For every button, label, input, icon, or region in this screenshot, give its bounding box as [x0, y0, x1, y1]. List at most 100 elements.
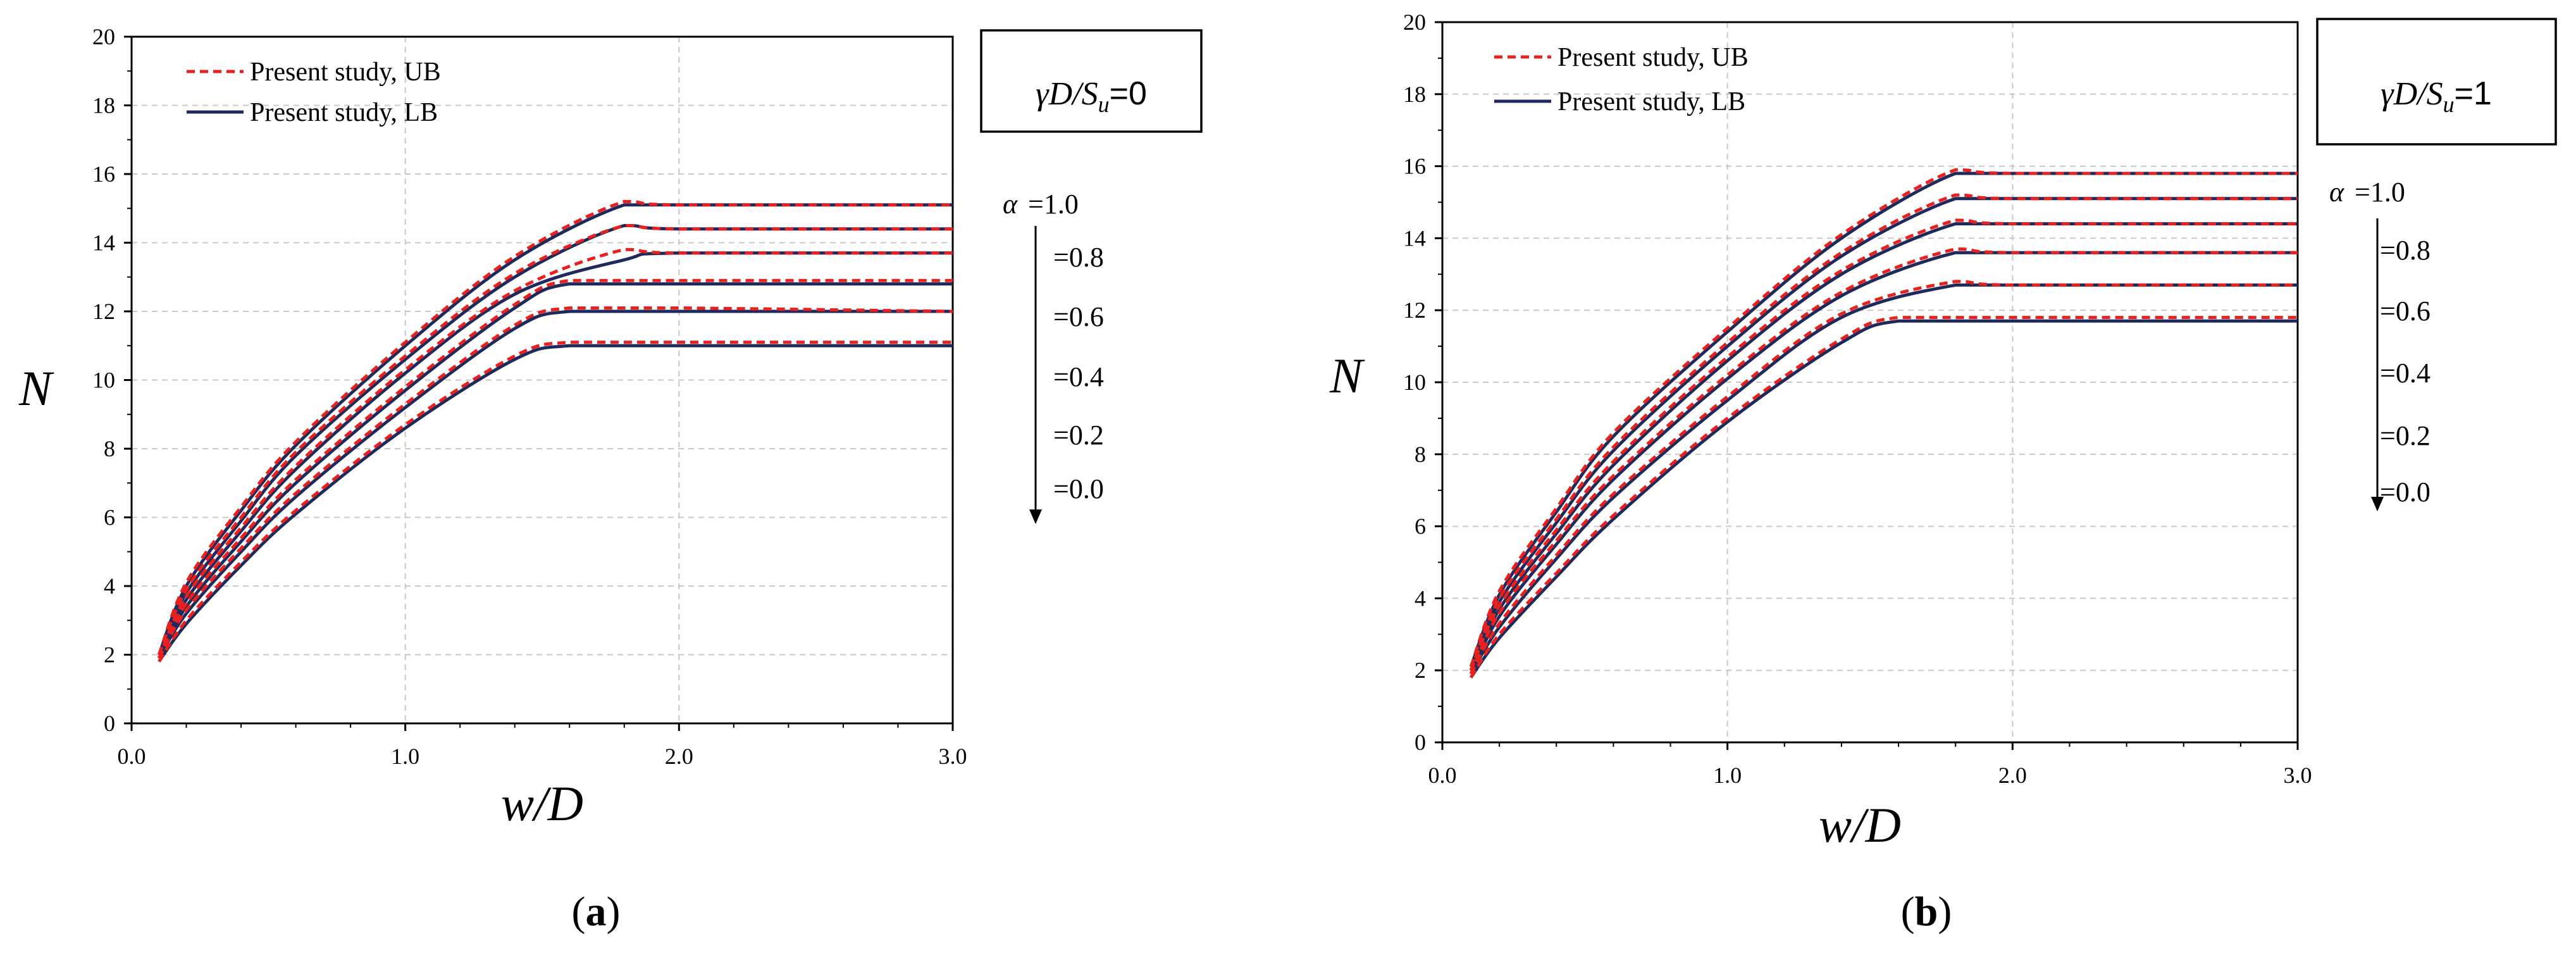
- y-tick-label-b-5: 10: [1403, 370, 1426, 395]
- y-tick-label-a-5: 10: [92, 368, 115, 393]
- series-line-b-2: [1469, 193, 2298, 671]
- series-line-a-2: [157, 223, 953, 656]
- y-tick-label-b-2: 4: [1415, 585, 1426, 611]
- alpha-label-b-3: =0.4: [2380, 358, 2430, 389]
- series-line-a-7: [158, 282, 953, 659]
- y-tick-label-b-8: 16: [1403, 154, 1426, 179]
- series-line-b-5: [1469, 222, 2298, 671]
- series-line-a-8: [158, 306, 953, 659]
- series-line-b-11: [1470, 319, 2298, 679]
- series-line-a-6: [158, 278, 953, 659]
- param-suffix-b: =1: [2455, 75, 2492, 112]
- alpha-label-a-0: =1.0: [1028, 189, 1079, 220]
- alpha-label-b-1: =0.8: [2380, 235, 2430, 266]
- param-sub-a: u: [1098, 92, 1110, 117]
- x-tick-label-a-2: 2.0: [665, 744, 693, 769]
- alpha-label-a-5: =0.0: [1053, 473, 1104, 504]
- param-box-a: [980, 29, 1203, 133]
- y-tick-label-a-7: 14: [92, 230, 115, 256]
- series-line-b-10: [1470, 316, 2298, 678]
- alpha-label-a-1: =0.8: [1053, 242, 1104, 273]
- y-tick-label-b-1: 2: [1415, 658, 1426, 683]
- y-tick-label-b-7: 14: [1403, 225, 1426, 251]
- y-tick-label-b-0: 0: [1415, 730, 1426, 755]
- series-line-b-1: [1469, 172, 2298, 668]
- param-box-b: [2316, 18, 2557, 146]
- x-axis-label-b: w/D: [1819, 797, 1901, 852]
- panel-caption-letter-a: a: [586, 889, 607, 935]
- legend-ub-label-a: Present study, UB: [250, 58, 441, 87]
- y-tick-label-b-6: 12: [1403, 297, 1426, 323]
- x-tick-label-b-1: 1.0: [1713, 763, 1742, 788]
- y-tick-label-a-1: 2: [104, 642, 115, 668]
- series-line-b-6: [1469, 247, 2298, 675]
- series-line-b-4: [1469, 218, 2298, 671]
- alpha-label-a-3: =0.4: [1053, 361, 1104, 392]
- param-prefix-a: γD/S: [1036, 76, 1098, 112]
- panel-a: 0 2 4 6 8 10 12 14 16 18 20 0.0 1.0 2.0 3.0 N w/D Pres…: [18, 24, 1203, 935]
- ticks-a: 0 2 4 6 8 10 12 14 16 18 20 0.0 1.0 2.0 3.0: [92, 24, 967, 769]
- x-axis-label-a: w/D: [501, 776, 583, 831]
- y-tick-label-b-3: 6: [1415, 514, 1426, 539]
- grid-a: [132, 37, 953, 723]
- legend-b: Present study, UB Present study, LB: [1494, 43, 1749, 116]
- panel-caption-letter-b: b: [1915, 889, 1938, 935]
- y-tick-label-a-0: 0: [104, 711, 115, 736]
- alpha-label-b-2: =0.6: [2380, 296, 2430, 327]
- alpha-key-b: α =1.0 =0.8 =0.6 =0.4 =0.2 =0.0: [2329, 177, 2430, 511]
- series-b: [1469, 168, 2298, 679]
- legend-lb-label-a: Present study, LB: [250, 98, 438, 127]
- alpha-key-a: α =1.0 =0.8 =0.6 =0.4 =0.2 =0.0: [1003, 189, 1104, 524]
- alpha-arrow-head-b: [2371, 497, 2384, 511]
- alpha-symbol-b: α: [2329, 177, 2344, 208]
- series-line-a-9: [158, 309, 953, 659]
- x-tick-label-b-2: 2.0: [1998, 763, 2027, 788]
- legend-ub-label-b: Present study, UB: [1557, 43, 1749, 72]
- param-suffix-a: =0: [1110, 75, 1147, 112]
- series-line-a-11: [158, 344, 953, 663]
- panel-caption-b: (b): [1901, 889, 1952, 935]
- y-tick-label-a-6: 12: [92, 299, 115, 324]
- y-tick-label-a-2: 4: [104, 573, 115, 599]
- param-label-a: γD/Su=0: [1036, 75, 1147, 117]
- y-tick-label-b-4: 8: [1415, 442, 1426, 467]
- alpha-label-b-5: =0.0: [2380, 477, 2430, 508]
- x-tick-label-a-0: 0.0: [118, 744, 146, 769]
- y-axis-label-a: N: [18, 361, 54, 416]
- series-line-b-8: [1469, 280, 2298, 675]
- legend-lb-label-b: Present study, LB: [1557, 87, 1745, 116]
- grid-b: [1442, 22, 2298, 742]
- alpha-label-b-4: =0.2: [2380, 420, 2430, 451]
- x-tick-label-a-1: 1.0: [391, 744, 419, 769]
- alpha-label-a-2: =0.6: [1053, 301, 1104, 332]
- legend-a: Present study, UB Present study, LB: [187, 58, 441, 127]
- x-tick-label-b-0: 0.0: [1428, 763, 1457, 788]
- x-tick-label-b-3: 3.0: [2284, 763, 2312, 788]
- series-line-b-0: [1469, 168, 2298, 668]
- series-line-a-10: [158, 340, 953, 663]
- y-tick-label-a-3: 6: [104, 505, 115, 530]
- y-tick-label-a-9: 18: [92, 93, 115, 118]
- x-tick-label-a-3: 3.0: [939, 744, 967, 769]
- param-sub-b: u: [2443, 92, 2455, 117]
- series-line-b-3: [1469, 197, 2298, 671]
- y-axis-label-b: N: [1329, 348, 1365, 403]
- series-line-a-0: [157, 199, 953, 656]
- series-line-a-4: [158, 247, 953, 659]
- series-line-a-3: [158, 223, 953, 656]
- alpha-symbol-a: α: [1003, 189, 1018, 220]
- y-tick-label-b-9: 18: [1403, 82, 1426, 107]
- panel-caption-a: (a): [572, 889, 621, 935]
- param-label-b: γD/Su=1: [2381, 75, 2492, 117]
- ticks-b: 0 2 4 6 8 10 12 14 16 18 20 0.0 1.0 2.0 3.0: [1403, 9, 2312, 788]
- panel-b: 0 2 4 6 8 10 12 14 16 18 20 0.0 1.0 2.0 3.0 N w/D Pres…: [1329, 9, 2557, 935]
- y-tick-label-a-4: 8: [104, 436, 115, 461]
- alpha-arrow-head-a: [1029, 509, 1042, 524]
- alpha-label-b-0: =1.0: [2355, 177, 2405, 208]
- alpha-label-a-4: =0.2: [1053, 420, 1104, 451]
- param-prefix-b: γD/S: [2381, 76, 2443, 112]
- series-line-b-7: [1469, 251, 2298, 675]
- y-tick-label-a-10: 20: [92, 24, 115, 49]
- y-tick-label-b-10: 20: [1403, 9, 1426, 35]
